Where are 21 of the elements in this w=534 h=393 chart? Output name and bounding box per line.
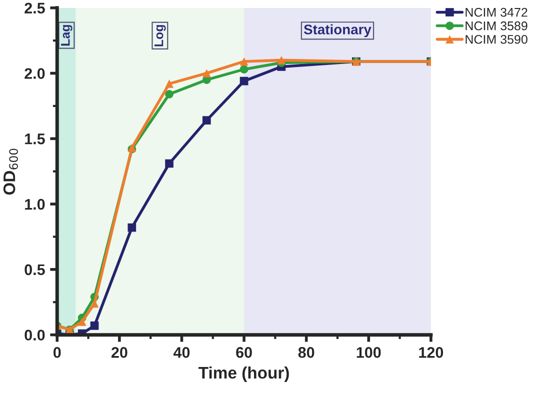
y-axis-title: OD$_{600}$ — [3, 148, 18, 195]
legend-label: NCIM 3590 — [466, 34, 528, 44]
legend-label: NCIM 3589 — [466, 21, 528, 30]
x-tick-label: 20 — [111, 347, 128, 358]
x-tick-label: 60 — [236, 347, 252, 358]
x-tick-label: 40 — [173, 347, 190, 358]
y-tick-label: 2.5 — [24, 2, 45, 14]
y-tick-label: 2.0 — [24, 68, 45, 79]
y-tick-label: 1.0 — [25, 198, 45, 210]
band-label: Log — [154, 25, 166, 46]
x-tick-label: 100 — [356, 347, 381, 358]
x-axis-title: Time (hour) — [198, 366, 289, 382]
y-tick-label: 1.5 — [25, 134, 45, 144]
x-tick-label: 80 — [298, 347, 314, 358]
x-tick-label: 120 — [419, 347, 444, 358]
legend-label: NCIM 3472 — [466, 8, 528, 17]
y-tick-label: 0.0 — [24, 330, 45, 341]
band-label: Lag — [61, 25, 72, 46]
band-label: Stationary — [304, 24, 372, 38]
x-tick-label: 0 — [53, 347, 61, 358]
y-tick-label: 0.5 — [24, 264, 45, 276]
